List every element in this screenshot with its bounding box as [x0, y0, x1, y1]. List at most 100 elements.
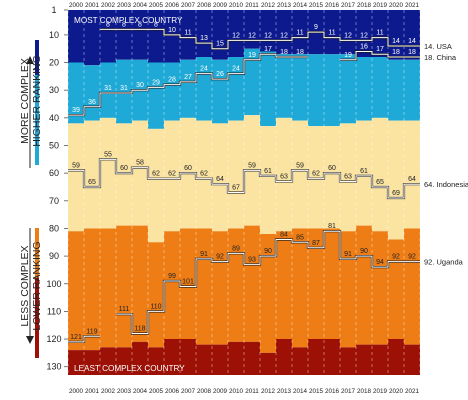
x-tick-label-bottom: 2019 — [373, 388, 388, 395]
x-tick-label-top: 2013 — [277, 2, 292, 9]
x-tick-label-bottom: 2006 — [165, 388, 180, 395]
data-label: 62 — [312, 171, 320, 178]
x-tick-label-top: 2005 — [149, 2, 164, 9]
data-label: 55 — [104, 151, 112, 158]
series-china: 39 36 31 31 30 29 28 27 24 26 24 19 17 18 18 19 16 17 18 18… — [68, 43, 457, 117]
data-label: 64 — [216, 176, 224, 183]
y-tick-label: 10 — [49, 30, 59, 40]
x-tick-label-bottom: 2012 — [261, 388, 276, 395]
data-label: 16 — [360, 43, 368, 50]
x-tick-label-bottom: 2009 — [213, 388, 228, 395]
data-label: 84 — [280, 232, 288, 239]
y-tick-label: 80 — [49, 223, 59, 233]
data-label: 18 — [408, 49, 416, 56]
data-label: 65 — [376, 179, 384, 186]
data-label: 62 — [152, 171, 160, 178]
data-label: 118 — [134, 326, 145, 333]
series-line — [68, 335, 100, 343]
data-label: 63 — [280, 173, 288, 180]
data-label: 90 — [360, 248, 368, 255]
data-label: 65 — [88, 179, 96, 186]
x-tick-label-top: 2006 — [165, 2, 180, 9]
most-complex-label: MOST COMPLEX COUNTRY — [74, 16, 183, 25]
data-label: 59 — [296, 162, 304, 169]
x-tick-label-bottom: 2005 — [149, 388, 164, 395]
data-label: 39 — [72, 107, 80, 114]
x-tick-label-bottom: 2011 — [245, 388, 259, 395]
bands-group — [68, 10, 420, 375]
down-arrow-head — [26, 336, 34, 344]
data-label: 31 — [104, 85, 112, 92]
side-bar-red — [35, 278, 39, 358]
data-label: 59 — [72, 162, 80, 169]
series-usa: 8 8 8 8 10 11 13 15 12 12 12 12 11 9 11 12 12 11 14 14 14. U… — [100, 21, 452, 51]
y-tick-label: 120 — [46, 334, 61, 344]
data-label: 24 — [200, 66, 208, 73]
data-label: 14 — [392, 38, 400, 45]
x-tick-label-bottom: 2010 — [229, 388, 244, 395]
data-label: 11 — [296, 30, 303, 37]
data-label: 59 — [248, 162, 256, 169]
side-label-top-line2: HIGHER RANKING — [31, 55, 43, 147]
side-labels: MORE COMPLEX HIGHER RANKING LESS COMPLEX… — [0, 0, 60, 400]
data-label: 12 — [232, 32, 240, 39]
data-label: 8 — [122, 21, 126, 28]
x-tick-label-top: 2021 — [405, 2, 420, 9]
data-label: 11 — [184, 30, 191, 37]
data-label: 27 — [184, 74, 192, 81]
side-label-bottom-line1: LESS COMPLEX — [19, 245, 31, 327]
data-label: 11 — [376, 30, 383, 37]
x-tick-label-top: 2008 — [197, 2, 212, 9]
data-label: 92 — [216, 254, 224, 261]
x-tick-label-bottom: 2018 — [357, 388, 372, 395]
data-label: 94 — [376, 259, 384, 266]
data-label: 12 — [360, 32, 368, 39]
up-arrow-head — [26, 56, 34, 64]
data-label: 89 — [232, 245, 240, 252]
data-label: 60 — [328, 165, 336, 172]
data-label: 30 — [136, 82, 144, 89]
y-tick-label: 110 — [47, 306, 61, 316]
x-tick-label-bottom: 2001 — [85, 388, 100, 395]
data-label: 91 — [344, 251, 352, 258]
side-bar-cyan — [35, 75, 39, 165]
data-label: 18 — [280, 49, 288, 56]
y-tick-label: 30 — [49, 85, 59, 95]
side-label-top-line1: MORE COMPLEX — [19, 58, 31, 144]
data-label: 17 — [376, 46, 384, 53]
series-line — [116, 230, 420, 335]
y-tick-label: 90 — [49, 251, 59, 261]
x-tick-label-top: 2015 — [309, 2, 324, 9]
x-tick-label-bottom: 2020 — [389, 388, 404, 395]
x-tick-label-bottom: 2021 — [405, 388, 420, 395]
x-tick-label-top: 2016 — [325, 2, 340, 9]
data-label: 58 — [136, 160, 144, 167]
x-tick-label-bottom: 2000 — [69, 388, 84, 395]
data-label: 15 — [216, 41, 224, 48]
data-label: 63 — [344, 173, 352, 180]
data-label: 28 — [168, 77, 176, 84]
data-label: 14 — [408, 38, 416, 45]
data-label: 85 — [296, 234, 304, 241]
data-label: 69 — [392, 190, 400, 197]
data-label: 101 — [182, 279, 194, 286]
data-label: 8 — [154, 21, 158, 28]
data-label: 92 — [408, 254, 416, 261]
data-label: 81 — [328, 223, 336, 230]
data-label: 91 — [200, 251, 208, 258]
band-0 — [68, 10, 420, 66]
series-end-label: 64. Indonesia — [424, 180, 468, 189]
data-label: 8 — [138, 21, 142, 28]
side-label-bottom-line2: LOWER RANKING — [31, 241, 43, 331]
data-label: 64 — [408, 176, 416, 183]
data-label: 61 — [360, 168, 368, 175]
data-label: 110 — [150, 303, 161, 310]
x-tick-label-bottom: 2014 — [293, 388, 308, 395]
y-tick-label: 1 — [51, 5, 56, 15]
data-label: 13 — [200, 35, 208, 42]
series-end-label: 14. USA — [424, 42, 452, 51]
data-label: 93 — [248, 256, 256, 263]
y-tick-label: 130 — [46, 362, 61, 372]
data-label: 9 — [314, 24, 318, 31]
